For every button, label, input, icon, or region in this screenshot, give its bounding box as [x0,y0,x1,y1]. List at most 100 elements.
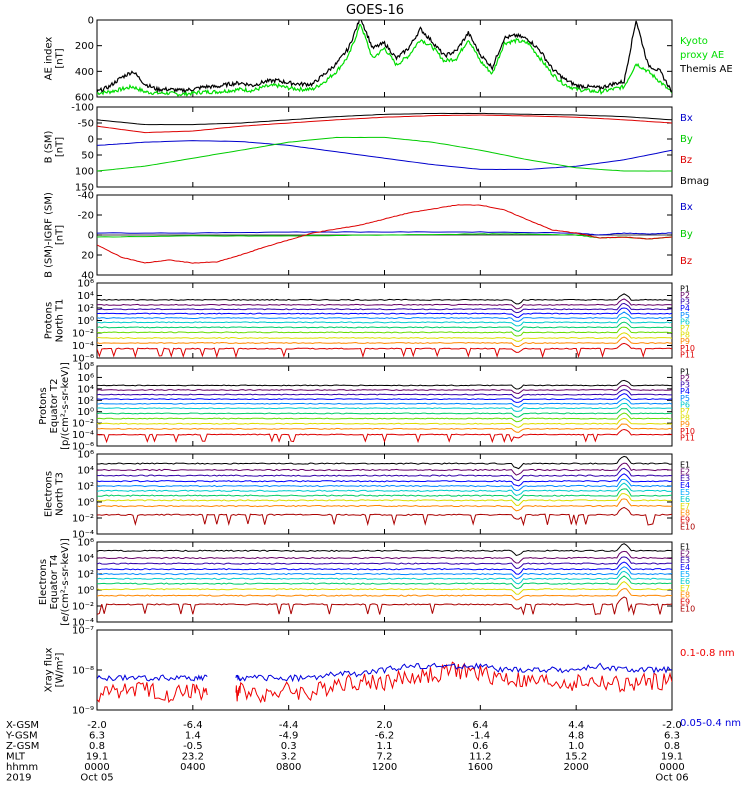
y-tick-label: 150 [75,183,94,194]
legend-entry: Bmag [680,176,709,187]
y-axis-label: Electrons [44,471,55,517]
y-tick-label: -100 [71,103,94,114]
series-line-0.05-0.4 nm [97,674,208,682]
legend-entry: Bz [680,155,692,166]
y-tick-label: 10⁴ [77,291,94,302]
x-axis-value: 0.6 [472,741,488,752]
panel-data [97,455,672,527]
panel-data [97,112,672,172]
series-line-E4 [97,473,672,487]
panel-frame [96,106,673,188]
series-line-P3 [97,389,672,399]
legend-entry: E9 [680,598,690,607]
y-tick-label: 10⁻⁸ [72,666,94,677]
legend-entry: E6 [680,495,690,504]
y-axis-label: [nT] [55,137,66,157]
series-line-P1 [97,293,672,305]
series-line-E8 [97,493,672,506]
y-tick-label: 10⁶ [77,279,94,290]
legend-entry: P4 [680,304,690,313]
legend-entry: P6 [680,400,690,409]
y-tick-label: 20 [81,251,94,262]
x-axis-value: -6.4 [183,720,203,731]
y-tick-label: -40 [78,191,94,202]
legend-entry: P10 [680,344,695,353]
legend-entry: E1 [680,460,690,469]
y-axis-label: AE index [44,37,55,81]
y-axis-label: Electrons [38,559,49,605]
y-tick-label: 10⁰ [77,316,94,327]
panel-data [97,543,672,616]
y-tick-label: 10⁰ [77,586,94,597]
legend-entry: P9 [680,420,690,429]
legend-entry: E10 [680,605,695,614]
legend-entry: P6 [680,317,690,326]
y-tick-label: 0 [88,231,94,242]
series-line-E5 [97,478,672,491]
x-axis-row-label: 2019 [6,773,31,784]
y-tick-label: 10⁻⁴ [72,530,94,541]
legend-entry: P5 [680,311,690,320]
series-line-E3 [97,467,672,482]
panel-frame [96,282,673,359]
y-tick-label: 10⁻⁶ [72,354,94,365]
x-axis-row-label: MLT [6,752,26,763]
y-tick-label: 10⁻² [72,602,94,613]
series-line-E10 [97,506,672,527]
y-tick-label: -50 [78,119,94,130]
series-line-E7 [97,575,672,589]
series-line-P6 [97,316,672,327]
y-tick-label: 100 [75,167,94,178]
y-tick-label: 10² [77,570,94,581]
series-line-P10 [97,336,672,348]
legend-entry: P5 [680,394,690,403]
y-tick-label: 0 [88,16,94,27]
y-tick-label: 10⁻² [72,419,94,430]
series-line-P5 [97,311,672,322]
y-tick-label: 400 [75,67,94,78]
y-tick-label: 10⁶ [77,450,94,461]
series-line-E8 [97,581,672,595]
series-line-Bmag [97,112,672,126]
y-tick-label: 600 [75,93,94,104]
x-axis-value: 1600 [468,762,493,773]
legend-entry: P8 [680,331,690,340]
legend-entry: By [680,229,693,240]
y-tick-label: 40 [81,271,94,282]
legend-entry: P11 [680,433,695,442]
legend-entry: E8 [680,509,690,518]
x-axis-value: 0000 [84,762,109,773]
legend-entry: Bx [680,202,693,213]
x-axis-value: -6.2 [375,731,395,742]
series-line-E6 [97,482,672,496]
panel-eequator: 10⁶ 10⁴ 10² 10⁰ 10⁻² 10⁻⁴ Electrons Equator T4[… [38,538,695,629]
x-axis-value: 7.2 [377,752,393,763]
series-line-0.1-0.8 nm [235,661,672,704]
legend-entry: P8 [680,414,690,423]
x-axis-value: 15.2 [565,752,587,763]
series-line-0.1-0.8 nm [97,681,208,704]
series-line-E1 [97,543,672,556]
series-line-Kyoto proxy AE [97,24,672,97]
y-axis-label: Equator T4 [49,555,60,610]
legend-entry: E2 [680,467,690,476]
y-axis-label: Equator T2 [49,379,60,434]
x-axis-value: 6.4 [472,720,488,731]
x-axis-value: 0800 [276,762,301,773]
legend-entry: Themis AE [679,64,733,75]
series-line-E10 [97,596,672,616]
series-line-Themis AE [97,20,672,94]
series-line-P10 [97,423,672,433]
panel-data [97,20,672,97]
legend-entry: P2 [680,291,690,300]
x-axis-value: 4.8 [568,731,584,742]
series-line-P1 [97,379,672,390]
x-axis-value: 19.1 [661,752,683,763]
legend-entry: P9 [680,337,690,346]
panel-data [97,379,672,444]
legend-entry: E1 [680,542,690,551]
legend-entry: E5 [680,570,690,579]
x-axis-value: 1200 [372,762,397,773]
